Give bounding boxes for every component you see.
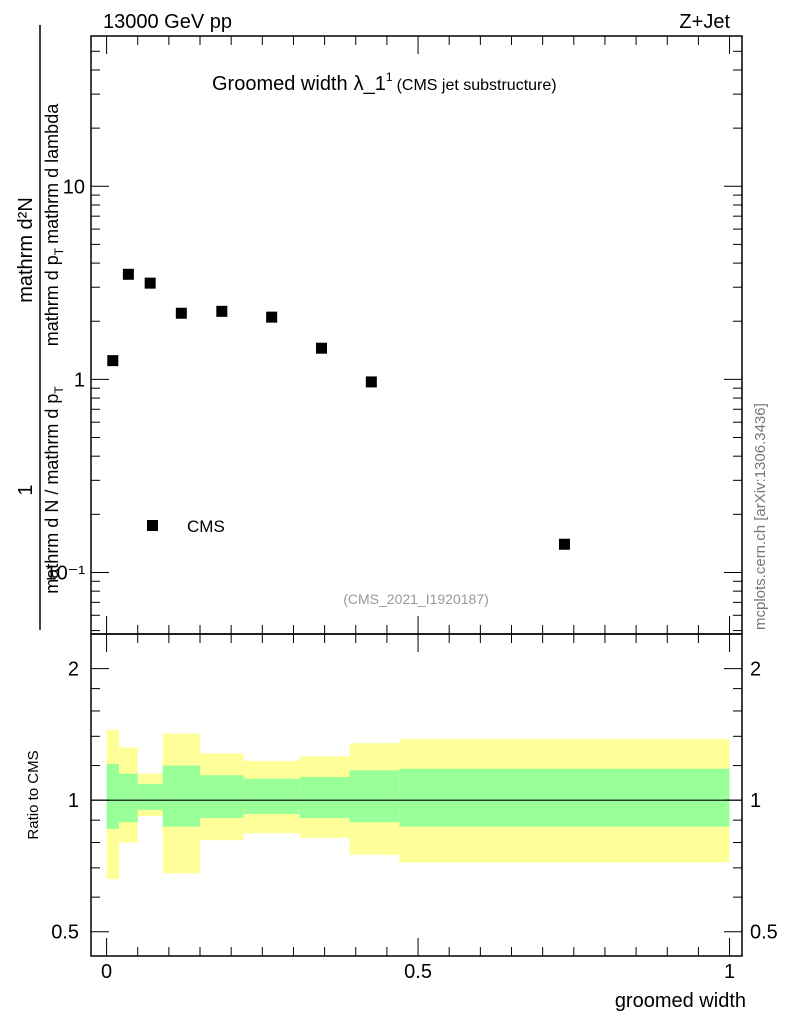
ratio-y-tick-label-left: 0.5 (51, 922, 79, 944)
ratio-stat-band (106, 763, 120, 829)
ratio-stat-band (299, 776, 350, 819)
ratio-stat-band (349, 770, 400, 823)
y-label-sub-numerator: 1 (15, 484, 37, 495)
main-y-tick-labels: 10⁻¹ 1 10 (46, 176, 86, 584)
y-label-denominator: mathrm d pTmathrm d lambda (42, 103, 66, 346)
ratio-panel-frame (90, 633, 743, 957)
ratio-stat-band (137, 783, 163, 810)
chart-title-superscript: 1 (386, 70, 393, 84)
ratio-y-tick-label-right: 0.5 (750, 922, 778, 944)
x-tick-label: 0.5 (404, 961, 432, 983)
data-point-marker (266, 311, 278, 323)
analysis-id: (CMS_2021_I1920187) (343, 591, 489, 607)
ratio-y-tick-label-left: 2 (68, 659, 79, 681)
main-y-tick-label: 10⁻¹ (46, 562, 86, 584)
legend-marker (147, 520, 158, 531)
ratio-stat-band (119, 773, 138, 823)
ratio-y-tick-label-right: 2 (750, 659, 761, 681)
chart-title-text: Groomed width (212, 73, 348, 95)
ratio-stat-band (243, 778, 300, 814)
data-point-marker (144, 277, 156, 289)
x-tick-label: 0 (101, 961, 112, 983)
process-label: Z+Jet (679, 11, 730, 33)
ratio-stat-band (162, 765, 201, 827)
chart-title: Groomed width λ_11 (CMS jet substructure) (212, 70, 557, 95)
watermark: mcplots.cern.ch [arXiv:1306.3436] (752, 403, 769, 630)
data-point-marker (216, 305, 228, 317)
ratio-tick-labels: 0.5 0.5 1 1 2 2 0 0.5 1 (51, 659, 778, 983)
data-point-marker (365, 376, 377, 388)
data-points (107, 268, 570, 550)
data-point-marker (107, 355, 119, 367)
y-axis-label: mathrm d²N 1 mathrm d N / mathrm d pT ma… (15, 25, 66, 630)
main-panel-frame (90, 35, 743, 635)
ratio-stat-band (200, 775, 244, 819)
x-axis-label: groomed width (615, 990, 746, 1012)
ratio-ticks (91, 634, 742, 956)
data-point-marker (558, 538, 570, 550)
y-label-numerator: mathrm d²N (15, 197, 37, 303)
data-point-marker (175, 307, 187, 319)
legend-label: CMS (187, 517, 225, 536)
ratio-stat-band (399, 768, 730, 827)
chart-title-symbol: λ_1 (354, 73, 386, 95)
energy-label: 13000 GeV pp (103, 11, 232, 33)
main-y-tick-label: 10 (63, 176, 85, 198)
main-ticks (91, 35, 742, 634)
chart-subtitle: (CMS jet substructure) (397, 77, 557, 94)
ratio-bands (106, 729, 730, 880)
x-tick-label: 1 (724, 961, 735, 983)
y-label-sub-denominator: mathrm d N / mathrm d pT (42, 386, 66, 594)
data-point-marker (122, 268, 134, 280)
ratio-y-label: Ratio to CMS (25, 750, 42, 839)
ratio-y-tick-label-right: 1 (750, 790, 761, 812)
main-y-tick-label: 1 (74, 369, 85, 391)
data-point-marker (315, 342, 327, 354)
ratio-y-tick-label-left: 1 (68, 790, 79, 812)
